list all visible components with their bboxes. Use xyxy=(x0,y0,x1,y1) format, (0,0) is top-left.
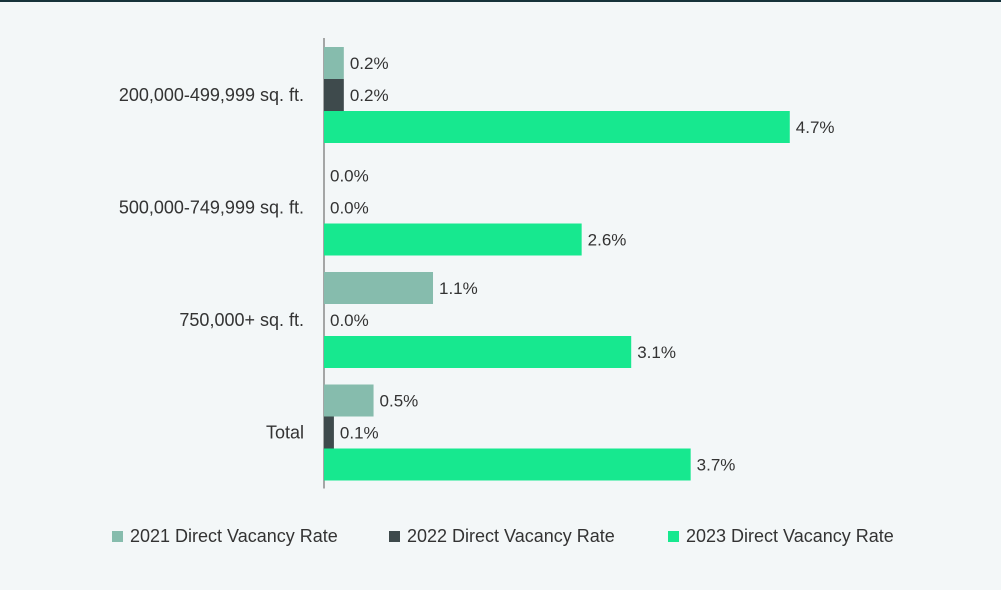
legend-label-2022: 2022 Direct Vacancy Rate xyxy=(407,525,615,546)
bar xyxy=(324,336,632,368)
category-label: 500,000-749,999 sq. ft. xyxy=(119,198,304,218)
data-label: 0.2% xyxy=(350,86,389,105)
legend-item-2021: 2021 Direct Vacancy Rate xyxy=(112,522,338,550)
legend-label-2021: 2021 Direct Vacancy Rate xyxy=(130,525,338,546)
category-label: 750,000+ sq. ft. xyxy=(179,310,304,330)
bar xyxy=(324,111,790,143)
data-label: 2.6% xyxy=(588,231,627,250)
top-rule xyxy=(0,0,1001,2)
bar xyxy=(324,416,334,449)
bar xyxy=(324,223,582,256)
data-label: 0.0% xyxy=(330,311,369,330)
data-label: 3.1% xyxy=(637,343,676,362)
legend-item-2023: 2023 Direct Vacancy Rate xyxy=(668,522,894,550)
bar xyxy=(324,79,344,111)
data-label: 1.1% xyxy=(439,279,478,298)
legend-item-2022: 2022 Direct Vacancy Rate xyxy=(389,522,615,550)
data-label: 0.1% xyxy=(340,424,379,443)
data-label: 4.7% xyxy=(796,118,835,137)
legend-swatch-2021 xyxy=(112,530,123,542)
vacancy-rate-bar-chart: 200,000-499,999 sq. ft. 0.2% 0.2% 4.7% 500,0… xyxy=(119,38,835,489)
data-label: 0.0% xyxy=(330,199,369,218)
bar xyxy=(324,47,344,79)
legend-label-2023: 2023 Direct Vacancy Rate xyxy=(686,525,894,546)
bar xyxy=(324,272,434,304)
category-label: 200,000-499,999 sq. ft. xyxy=(119,85,304,105)
chart-legend: 2021 Direct Vacancy Rate 2022 Direct Vac… xyxy=(0,522,1001,550)
data-label: 0.2% xyxy=(350,54,389,73)
bar xyxy=(324,384,374,417)
bar xyxy=(324,448,691,481)
data-label: 0.5% xyxy=(380,392,419,411)
legend-swatch-2022 xyxy=(389,530,400,542)
category-label: Total xyxy=(266,423,304,443)
legend-swatch-2023 xyxy=(668,530,679,542)
data-label: 3.7% xyxy=(697,456,736,475)
data-label: 0.0% xyxy=(330,167,369,186)
